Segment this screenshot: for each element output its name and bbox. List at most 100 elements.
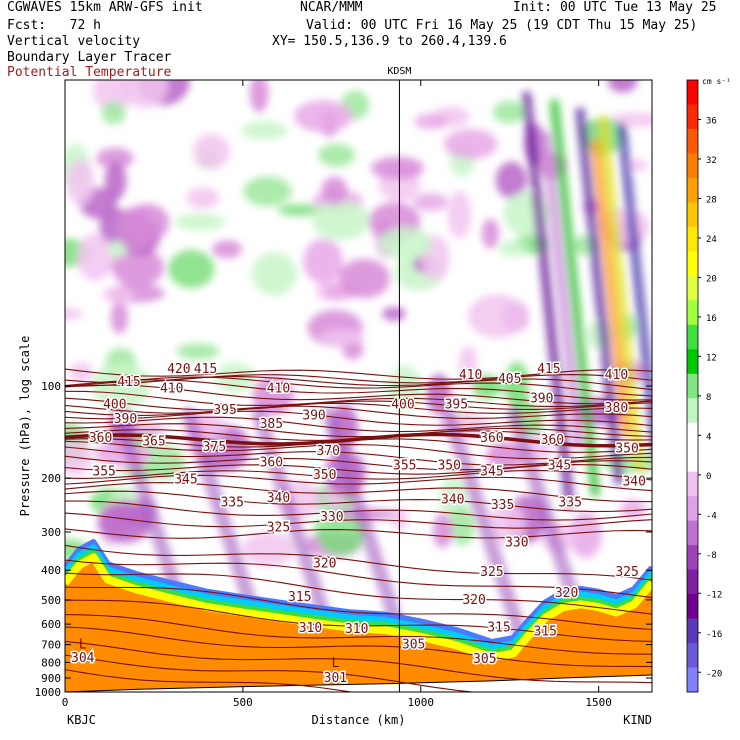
theta-contour-line bbox=[65, 669, 355, 692]
colorbar-segment bbox=[687, 471, 698, 497]
theta-contour-label: 415 bbox=[194, 362, 217, 377]
w-blob bbox=[481, 218, 500, 249]
y-tick-label: 700 bbox=[41, 639, 61, 652]
w-blob bbox=[294, 100, 353, 133]
ground-line bbox=[65, 674, 652, 692]
theta-contour-label: 395 bbox=[213, 403, 236, 418]
theta-contour-line bbox=[65, 500, 652, 521]
w-blob bbox=[569, 512, 603, 559]
w-blob bbox=[382, 306, 406, 321]
colorbar-segment bbox=[687, 251, 698, 277]
y-tick-label: 400 bbox=[41, 564, 61, 577]
w-blob bbox=[312, 200, 370, 240]
colorbar-segment bbox=[687, 226, 698, 252]
w-blob bbox=[70, 361, 93, 384]
station-marker-label: KDSM bbox=[387, 66, 411, 77]
colorbar-segment bbox=[687, 153, 698, 179]
theta-contours bbox=[65, 368, 652, 692]
w-band bbox=[321, 407, 411, 651]
theta-contour-label: 330 bbox=[505, 536, 528, 551]
y-tick-label: 1000 bbox=[35, 686, 62, 699]
x-tick-label: 0 bbox=[62, 696, 69, 709]
theta-contour-label: 310 bbox=[299, 621, 322, 636]
w-blob bbox=[318, 329, 365, 345]
colorbar-segment bbox=[687, 422, 698, 448]
w-streak bbox=[598, 114, 645, 474]
w-band bbox=[181, 407, 258, 613]
w-streak bbox=[616, 122, 652, 462]
w-blob bbox=[107, 240, 128, 258]
w-blob bbox=[174, 213, 226, 231]
w-blob bbox=[186, 187, 219, 209]
w-blob bbox=[251, 252, 297, 296]
theta-contour-label: 410 bbox=[459, 368, 482, 383]
w-blob bbox=[447, 191, 472, 239]
w-blob bbox=[125, 203, 170, 242]
theta-contour-label: 335 bbox=[220, 495, 243, 510]
theta-contour-line bbox=[65, 423, 652, 438]
theta-contour-label: 345 bbox=[174, 472, 197, 487]
theta-contour-label: 305 bbox=[473, 652, 496, 667]
w-blob bbox=[414, 113, 449, 130]
theta-contour-line bbox=[65, 544, 652, 581]
w-blob bbox=[459, 345, 478, 386]
theta-contour-line bbox=[65, 384, 652, 405]
theta-contour-label: 325 bbox=[615, 565, 638, 580]
w-blob bbox=[101, 101, 126, 125]
theta-contour-label: 400 bbox=[103, 398, 126, 413]
theta-contour-line bbox=[65, 432, 652, 448]
w-blob bbox=[65, 307, 84, 320]
colorbar-tick-label: 20 bbox=[706, 274, 717, 284]
y-tick-label: 800 bbox=[41, 656, 61, 669]
theta-contour-line bbox=[65, 368, 652, 380]
init-time: Init: 00 UTC Tue 13 May 25 bbox=[513, 0, 717, 15]
w-streak bbox=[575, 107, 624, 486]
theta-contour-line bbox=[65, 390, 652, 408]
theta-contour-line bbox=[65, 512, 652, 529]
colorbar-segment bbox=[687, 373, 698, 399]
w-blob bbox=[104, 162, 127, 201]
w-blob bbox=[110, 301, 129, 334]
theta-contour-label: 400 bbox=[391, 398, 414, 413]
theta-contour-line bbox=[65, 397, 652, 411]
theta-contour-label: 385 bbox=[260, 417, 283, 432]
w-blob bbox=[318, 143, 356, 167]
theta-contour-label: 345 bbox=[548, 459, 571, 474]
theta-contour-line bbox=[65, 379, 652, 401]
colorbar-tick-label: 36 bbox=[706, 116, 717, 126]
theta-contour-label: 325 bbox=[267, 520, 290, 535]
colorbar-tick-label: -20 bbox=[706, 669, 722, 679]
w-blob bbox=[241, 121, 288, 140]
theta-contour-label: 415 bbox=[117, 375, 140, 390]
theta-contour-line bbox=[65, 410, 652, 427]
theta-contour-line bbox=[65, 614, 652, 655]
colorbar-tick-label: 0 bbox=[706, 472, 711, 482]
y-axis-label: Pressure (hPa), log scale bbox=[18, 336, 32, 517]
w-streak bbox=[540, 130, 584, 450]
w-blob bbox=[492, 100, 527, 124]
theta-contour-line bbox=[65, 474, 652, 492]
y-tick-label: 100 bbox=[41, 380, 61, 393]
y-tick-label: 900 bbox=[41, 672, 61, 685]
colorbar-segment bbox=[687, 275, 698, 301]
theta-contour-label: 390 bbox=[302, 409, 325, 424]
w-blob bbox=[443, 129, 498, 160]
theta-contour-label: 350 bbox=[313, 468, 336, 483]
theta-contour-label: 310 bbox=[345, 622, 368, 637]
w-blob bbox=[620, 499, 647, 519]
theta-contour-line bbox=[65, 455, 652, 471]
theta-contour-label: 420 bbox=[167, 362, 190, 377]
w-blob bbox=[242, 532, 295, 567]
colorbar-segment bbox=[687, 104, 698, 130]
contour-labels: 420 415 415 415 410 410 410 410 405 400 400 395 395 3… bbox=[70, 361, 648, 688]
colorbar-tick-label: -8 bbox=[706, 551, 717, 561]
w-streak bbox=[590, 138, 631, 438]
field-potential-temperature: Potential Temperature bbox=[7, 65, 172, 80]
colorbar-segment bbox=[687, 128, 698, 154]
theta-contour-line bbox=[65, 376, 652, 391]
colorbar-segment bbox=[687, 545, 698, 571]
w-blob bbox=[468, 294, 527, 338]
low-label: L bbox=[331, 656, 339, 671]
theta-contour-label: 380 bbox=[605, 401, 628, 416]
w-blob bbox=[176, 343, 220, 360]
